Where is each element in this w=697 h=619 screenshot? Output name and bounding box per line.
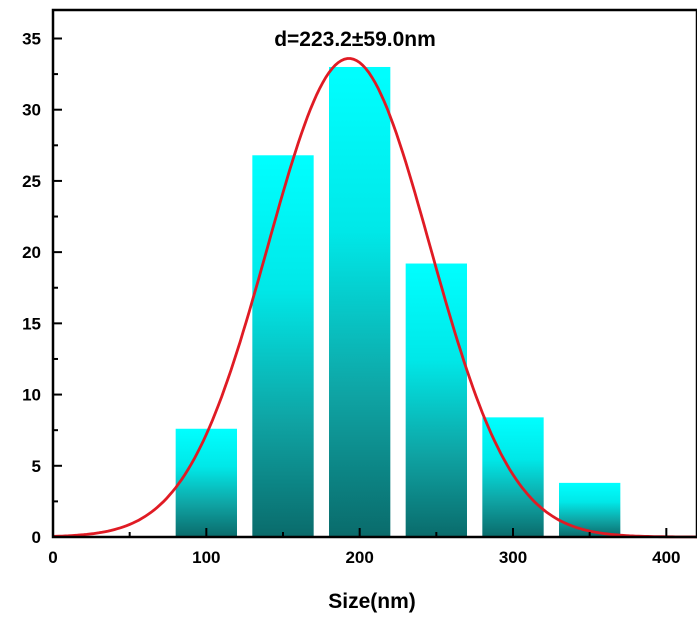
histogram-bar-3: [329, 66, 391, 538]
x-axis-title: Size(nm): [328, 590, 416, 613]
x-tick-label: 300: [499, 548, 527, 567]
y-tick-label: 20: [22, 243, 41, 262]
plot-frame: [51, 8, 697, 539]
y-tick-label: 10: [22, 386, 41, 405]
histogram-bar-6: [559, 482, 621, 537]
plot-border: [51, 8, 697, 539]
y-axis-ticks: 0 5 10 15 20 25 30 35: [22, 29, 62, 547]
histogram-bar-4: [405, 263, 467, 537]
x-tick-label: 400: [652, 548, 680, 567]
bars: [175, 66, 621, 538]
x-axis-ticks: 0 100 200 300 400: [48, 528, 681, 567]
histogram-bar-2: [252, 155, 314, 538]
mean-size-annotation: d=223.2±59.0nm: [274, 28, 436, 51]
gaussian-fit-curve: [52, 57, 697, 539]
y-tick-label: 25: [22, 172, 41, 191]
x-tick-label: 100: [192, 548, 220, 567]
y-tick-label: 0: [32, 528, 41, 547]
x-tick-label: 0: [48, 548, 57, 567]
y-tick-label: 15: [22, 314, 41, 333]
x-tick-label: 200: [345, 548, 373, 567]
y-tick-label: 30: [22, 101, 41, 120]
histogram-bar-1: [175, 428, 237, 537]
y-tick-label: 35: [22, 29, 41, 48]
y-tick-label: 5: [32, 457, 41, 476]
